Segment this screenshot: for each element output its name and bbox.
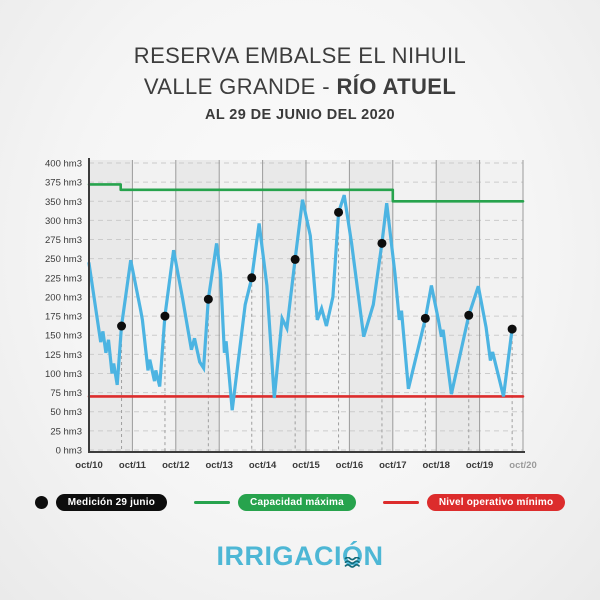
svg-text:oct/10: oct/10 xyxy=(75,460,102,471)
svg-text:75 hm3: 75 hm3 xyxy=(50,388,82,399)
svg-text:250 hm3: 250 hm3 xyxy=(45,254,82,265)
logo-text-pre: IRRIGACI xyxy=(216,541,342,571)
svg-text:oct/18: oct/18 xyxy=(422,460,449,471)
svg-text:375 hm3: 375 hm3 xyxy=(45,178,82,189)
minimo-line-icon xyxy=(382,501,419,504)
capacidad-line-icon xyxy=(194,501,231,504)
svg-text:150 hm3: 150 hm3 xyxy=(45,331,82,342)
svg-text:225 hm3: 225 hm3 xyxy=(45,273,82,284)
legend-item-medicion: Medición 29 junio xyxy=(34,494,168,511)
svg-text:oct/12: oct/12 xyxy=(162,460,189,471)
logo-text-post: N xyxy=(363,541,384,571)
svg-text:275 hm3: 275 hm3 xyxy=(45,235,82,246)
header: RESERVA EMBALSE EL NIHUIL VALLE GRANDE -… xyxy=(0,40,600,123)
legend-pill-medicion: Medición 29 junio xyxy=(55,494,168,511)
legend-item-capacidad: Capacidad máxima xyxy=(194,494,356,511)
legend-pill-capacidad: Capacidad máxima xyxy=(238,494,356,511)
svg-text:400 hm3: 400 hm3 xyxy=(45,159,82,170)
legend: Medición 29 junio Capacidad máxima Nivel… xyxy=(0,494,600,511)
svg-text:oct/14: oct/14 xyxy=(249,460,277,471)
june-drop-lines xyxy=(121,212,513,452)
logo-letter-o: Ó xyxy=(342,541,364,572)
irrigacion-logo: IRRIGACIÓ N xyxy=(0,541,600,572)
svg-text:125 hm3: 125 hm3 xyxy=(45,350,82,361)
medicion-dot-icon xyxy=(34,496,48,509)
title-line2-prefix: VALLE GRANDE - xyxy=(143,74,337,99)
svg-text:oct/15: oct/15 xyxy=(292,460,320,471)
svg-text:0 hm3: 0 hm3 xyxy=(56,446,82,457)
title-line2-river: RÍO ATUEL xyxy=(336,74,457,99)
svg-text:oct/20: oct/20 xyxy=(509,460,536,471)
svg-text:oct/19: oct/19 xyxy=(466,460,493,471)
axis-labels: 400 hm3 375 hm3 350 hm3 300 hm3 275 hm3 250 h… xyxy=(45,159,537,472)
title-line1: RESERVA EMBALSE EL NIHUIL xyxy=(133,43,467,68)
water-waves-icon xyxy=(345,557,361,568)
svg-text:300 hm3: 300 hm3 xyxy=(45,216,82,227)
title-line2: VALLE GRANDE - RÍO ATUEL xyxy=(0,71,600,102)
svg-text:oct/17: oct/17 xyxy=(379,460,406,471)
legend-item-minimo: Nivel operativo mínimo xyxy=(382,494,566,511)
series-lines xyxy=(87,183,525,411)
svg-text:25 hm3: 25 hm3 xyxy=(50,426,82,437)
svg-text:175 hm3: 175 hm3 xyxy=(45,312,82,323)
svg-text:oct/13: oct/13 xyxy=(205,460,232,471)
axes xyxy=(88,158,525,453)
svg-text:oct/11: oct/11 xyxy=(119,460,147,471)
svg-text:350 hm3: 350 hm3 xyxy=(45,197,82,208)
subtitle-date: AL 29 DE JUNIO DEL 2020 xyxy=(205,107,395,123)
logo-o-char: Ó xyxy=(341,541,364,571)
svg-text:50 hm3: 50 hm3 xyxy=(50,407,82,418)
svg-text:200 hm3: 200 hm3 xyxy=(45,292,82,303)
svg-text:100 hm3: 100 hm3 xyxy=(45,369,82,380)
svg-text:oct/16: oct/16 xyxy=(336,460,363,471)
medicion-dots xyxy=(117,207,517,334)
legend-pill-minimo: Nivel operativo mínimo xyxy=(426,494,566,511)
